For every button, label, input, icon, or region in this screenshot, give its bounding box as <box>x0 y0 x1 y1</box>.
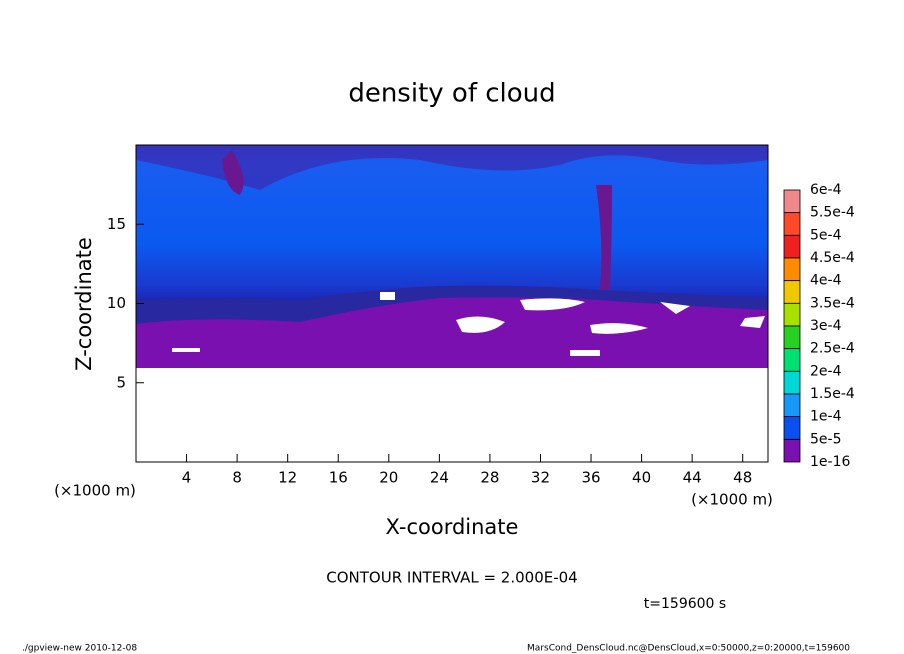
colorbar-label: 1e-16 <box>810 454 850 470</box>
colorbar-label: 5.5e-4 <box>810 205 855 221</box>
colorbar-label: 3.5e-4 <box>810 295 855 311</box>
colorbar-label: 4e-4 <box>810 273 842 289</box>
x-axis-label: X-coordinate <box>386 515 519 539</box>
x-tick-label: 32 <box>531 469 550 487</box>
footer-right: MarsCond_DensCloud.nc@DensCloud,x=0:5000… <box>527 644 850 654</box>
x-unit: (×1000 m) <box>691 491 773 509</box>
colorbar-label: 5e-4 <box>810 227 842 243</box>
colorbar-label: 3e-4 <box>810 318 842 334</box>
colorbar-box <box>783 280 801 304</box>
x-tick-label: 16 <box>329 469 348 487</box>
x-tick-label: 8 <box>232 469 242 487</box>
colorbar-box <box>783 370 801 395</box>
x-tick-label: 40 <box>632 469 651 487</box>
field-top <box>136 145 768 190</box>
y-tick-label: 10 <box>107 294 126 312</box>
x-tick-label: 28 <box>480 469 499 487</box>
colorbar-label: 4.5e-4 <box>810 250 855 266</box>
y-tick-label: 15 <box>107 215 126 233</box>
colorbar-box <box>783 393 801 418</box>
field-lower <box>136 291 768 368</box>
field-gap <box>172 292 765 356</box>
colorbar-box <box>783 234 801 259</box>
x-unit: (×1000 m) <box>54 482 136 500</box>
footer-left: ./gpview-new 2010-12-08 <box>22 644 137 654</box>
colorbar-label: 1.5e-4 <box>810 386 855 402</box>
x-tick-label: 20 <box>379 469 398 487</box>
colorbar-label: 5e-5 <box>810 431 841 447</box>
colorbar-box <box>783 438 801 463</box>
field-edge <box>136 285 768 324</box>
y-tick-label: 5 <box>116 373 126 391</box>
colorbar-box <box>783 189 801 214</box>
colorbar-label: 2e-4 <box>810 363 842 379</box>
y-axis-label: Z-coordinate <box>72 237 96 371</box>
colorbar-box <box>783 348 801 372</box>
field <box>136 145 768 368</box>
colorbar-box <box>783 212 801 236</box>
x-tick-label: 48 <box>733 469 752 487</box>
x-tick-label: 24 <box>430 469 449 487</box>
colorbar-label: 1e-4 <box>810 409 842 425</box>
contour-interval: CONTOUR INTERVAL = 2.000E-04 <box>326 569 577 587</box>
chart-title: density of cloud <box>348 79 555 109</box>
colorbar-box <box>783 257 801 282</box>
time-label: t=159600 s <box>644 596 726 612</box>
x-tick-label: 12 <box>278 469 297 487</box>
x-tick-label: 36 <box>581 469 600 487</box>
colorbar-box <box>783 302 801 327</box>
colorbar-label: 6e-4 <box>810 182 842 198</box>
colorbar-label: 2.5e-4 <box>810 341 855 357</box>
colorbar-box <box>783 416 801 440</box>
x-tick-label: 4 <box>182 469 192 487</box>
x-tick-label: 44 <box>683 469 702 487</box>
colorbar-box <box>783 325 801 350</box>
